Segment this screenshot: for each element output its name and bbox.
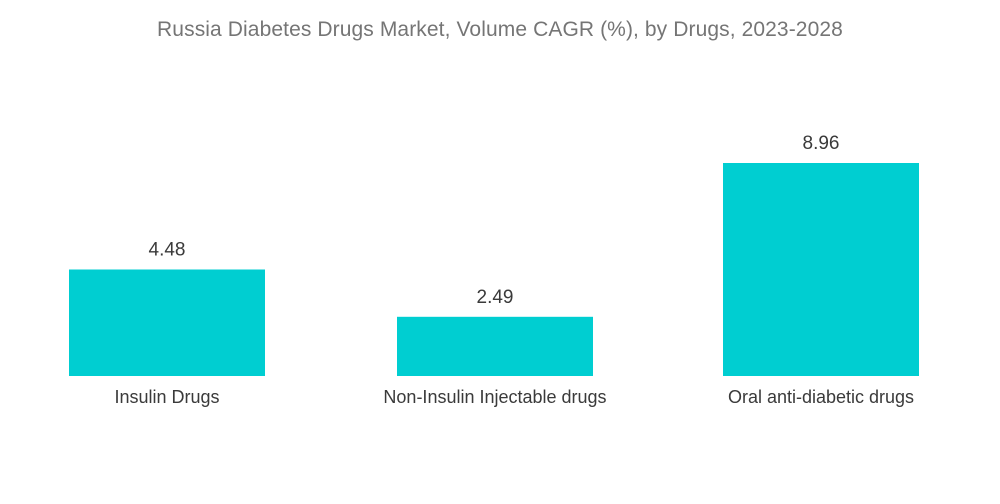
bar-2 <box>397 316 593 376</box>
category-label-3: Oral anti-diabetic drugs <box>728 387 914 407</box>
value-label-1: 4.48 <box>149 240 186 261</box>
value-label-2: 2.49 <box>477 287 514 308</box>
bar-3 <box>723 163 919 376</box>
bar-1 <box>69 269 265 376</box>
bars-group <box>69 163 919 376</box>
category-label-1: Insulin Drugs <box>114 387 219 407</box>
value-label-3: 8.96 <box>803 133 840 154</box>
category-label-2: Non-Insulin Injectable drugs <box>383 387 606 407</box>
labels-group: 4.48 Insulin Drugs 2.49 Non-Insulin Injecta… <box>114 133 914 407</box>
chart-title: Russia Diabetes Drugs Market, Volume CAG… <box>157 18 843 41</box>
